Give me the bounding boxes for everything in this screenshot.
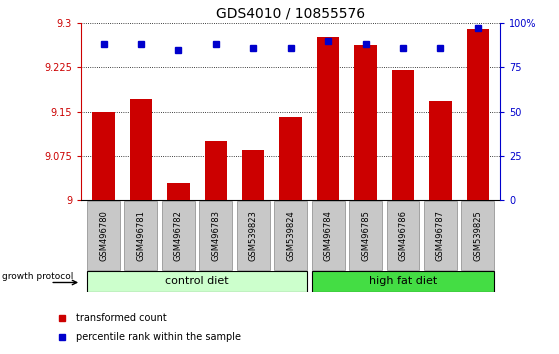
FancyBboxPatch shape <box>312 271 494 292</box>
FancyBboxPatch shape <box>386 201 419 270</box>
FancyBboxPatch shape <box>125 201 158 270</box>
FancyBboxPatch shape <box>349 201 382 270</box>
FancyBboxPatch shape <box>424 201 457 270</box>
Text: GSM496782: GSM496782 <box>174 210 183 261</box>
Bar <box>92 112 115 200</box>
Text: GSM496781: GSM496781 <box>136 210 145 261</box>
Text: GSM496780: GSM496780 <box>99 210 108 261</box>
Title: GDS4010 / 10855576: GDS4010 / 10855576 <box>216 6 365 21</box>
FancyBboxPatch shape <box>237 201 269 270</box>
Text: transformed count: transformed count <box>77 313 167 323</box>
Text: high fat diet: high fat diet <box>369 276 437 286</box>
Text: percentile rank within the sample: percentile rank within the sample <box>77 332 241 342</box>
Text: control diet: control diet <box>165 276 229 286</box>
Bar <box>429 101 452 200</box>
Bar <box>354 45 377 200</box>
Text: GSM496784: GSM496784 <box>324 210 333 261</box>
Text: GSM496787: GSM496787 <box>436 210 445 261</box>
FancyBboxPatch shape <box>87 271 307 292</box>
FancyBboxPatch shape <box>274 201 307 270</box>
Bar <box>280 118 302 200</box>
Text: GSM496785: GSM496785 <box>361 210 370 261</box>
Bar <box>392 70 414 200</box>
Bar <box>205 141 227 200</box>
FancyBboxPatch shape <box>461 201 494 270</box>
Text: GSM539824: GSM539824 <box>286 210 295 261</box>
Bar <box>317 37 339 200</box>
Bar <box>467 29 489 200</box>
Bar <box>242 150 264 200</box>
FancyBboxPatch shape <box>200 201 233 270</box>
Text: GSM539823: GSM539823 <box>249 210 258 261</box>
Bar <box>130 98 152 200</box>
Text: growth protocol: growth protocol <box>2 272 73 281</box>
Text: GSM496783: GSM496783 <box>211 210 220 261</box>
FancyBboxPatch shape <box>312 201 344 270</box>
Text: GSM496786: GSM496786 <box>399 210 408 261</box>
FancyBboxPatch shape <box>87 201 120 270</box>
Text: GSM539825: GSM539825 <box>473 210 482 261</box>
FancyBboxPatch shape <box>162 201 195 270</box>
Bar <box>167 183 190 200</box>
